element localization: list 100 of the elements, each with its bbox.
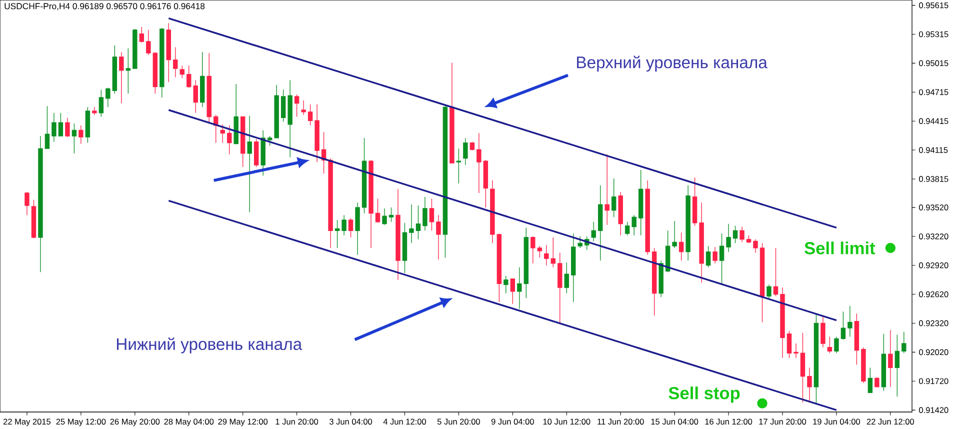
candlestick <box>206 52 212 124</box>
candlestick <box>504 276 508 294</box>
candlestick <box>618 192 623 236</box>
candlestick <box>794 343 798 358</box>
candlestick <box>517 266 522 310</box>
y-tick-label: 0.95315 <box>919 31 948 38</box>
y-tick-label: 0.95615 <box>919 2 948 8</box>
candlestick <box>861 347 866 384</box>
candlestick <box>388 207 394 222</box>
x-tick-label: 19 Jun 04:00 <box>813 418 860 425</box>
candlestick <box>348 218 354 238</box>
candlestick <box>301 100 306 116</box>
candlestick <box>166 22 171 82</box>
x-tick-label: 29 May 12:00 <box>218 418 268 426</box>
candlestick <box>308 104 313 126</box>
x-tick-label: 5 Jun 20:00 <box>437 418 480 425</box>
candlestick <box>442 106 448 258</box>
candlestick <box>868 367 873 394</box>
y-tick-label: 0.93520 <box>919 204 948 210</box>
candlestick <box>732 225 738 244</box>
candlestick <box>760 242 765 323</box>
candlestick <box>160 28 164 98</box>
candlestick <box>78 125 84 144</box>
candlestick <box>699 202 704 284</box>
y-tick-label: 0.94715 <box>919 89 948 96</box>
y-tick-label: 0.93815 <box>919 176 948 182</box>
candlestick <box>92 106 97 116</box>
x-tick-label: 4 Jun 12:00 <box>383 418 426 425</box>
candlestick <box>52 112 56 142</box>
candlestick <box>854 313 860 366</box>
candlestick <box>470 142 475 151</box>
candlestick <box>288 80 292 158</box>
candlestick <box>612 178 616 218</box>
y-tick-label: 0.91720 <box>919 378 948 384</box>
candlestick <box>402 222 408 274</box>
x-tick-label: 9 Jun 04:00 <box>491 418 534 425</box>
candlestick <box>773 248 778 297</box>
chart-title: USDCHF-Pro,H4 0.96189 0.96570 0.96176 0.96418 <box>4 3 205 10</box>
x-tick-label: 17 Jun 20:00 <box>759 418 806 425</box>
candlestick <box>530 236 536 264</box>
candlestick <box>342 214 346 236</box>
candlestick <box>58 112 64 136</box>
y-tick-label: 0.92320 <box>919 320 948 326</box>
candlestick <box>638 169 644 236</box>
candlestick <box>334 220 340 248</box>
candlestick <box>186 65 192 88</box>
candlestick <box>112 45 118 94</box>
candlestick <box>753 238 758 254</box>
candlestick <box>740 226 744 243</box>
candlestick <box>98 89 104 118</box>
candlestick <box>146 30 151 56</box>
candlestick <box>645 180 650 256</box>
candlestick <box>139 26 144 43</box>
candlestick <box>746 235 752 244</box>
candlestick <box>362 138 367 214</box>
candlestick <box>220 124 225 144</box>
candlestick <box>766 284 772 298</box>
candlestick <box>571 233 576 302</box>
candlestick <box>834 336 839 354</box>
candlestick <box>692 177 698 226</box>
candlestick <box>368 160 374 248</box>
candlestick <box>240 116 246 168</box>
candlestick <box>786 330 792 358</box>
candlestick <box>490 180 495 244</box>
candlestick <box>564 262 569 294</box>
candlestick <box>450 62 454 164</box>
candlestick <box>294 94 300 118</box>
candlestick <box>226 125 232 155</box>
candlestick <box>483 160 488 208</box>
y-tick-label: 0.92920 <box>919 262 948 268</box>
candlestick <box>254 138 259 168</box>
candlestick <box>382 208 387 226</box>
candlestick <box>686 184 690 261</box>
candlestick <box>894 334 900 397</box>
candlestick <box>544 244 549 266</box>
candlestick <box>429 198 434 231</box>
candlestick <box>85 106 90 144</box>
x-tick-label: 22 Jun 12:00 <box>866 418 914 425</box>
candlestick <box>180 65 184 78</box>
candlestick <box>152 52 158 94</box>
candlestick <box>274 84 279 138</box>
candlestick <box>820 316 826 348</box>
candlestick <box>314 104 320 162</box>
candlestick <box>827 336 832 354</box>
candlestick <box>355 202 360 256</box>
candlestick <box>463 138 468 166</box>
candlestick <box>800 332 806 403</box>
candlestick <box>38 136 43 272</box>
candlestick <box>24 192 30 216</box>
candlestick <box>550 237 556 268</box>
annotation: Sell limit <box>804 242 876 254</box>
candlestick <box>72 123 77 154</box>
candlestick <box>132 28 138 69</box>
x-tick-label: 3 Jun 04:00 <box>329 418 372 425</box>
candlestick <box>422 196 428 231</box>
candlestick <box>247 115 252 213</box>
candlestick <box>537 246 542 258</box>
candlestick <box>658 260 664 298</box>
candlestick <box>719 233 724 285</box>
candlestick <box>888 330 893 388</box>
